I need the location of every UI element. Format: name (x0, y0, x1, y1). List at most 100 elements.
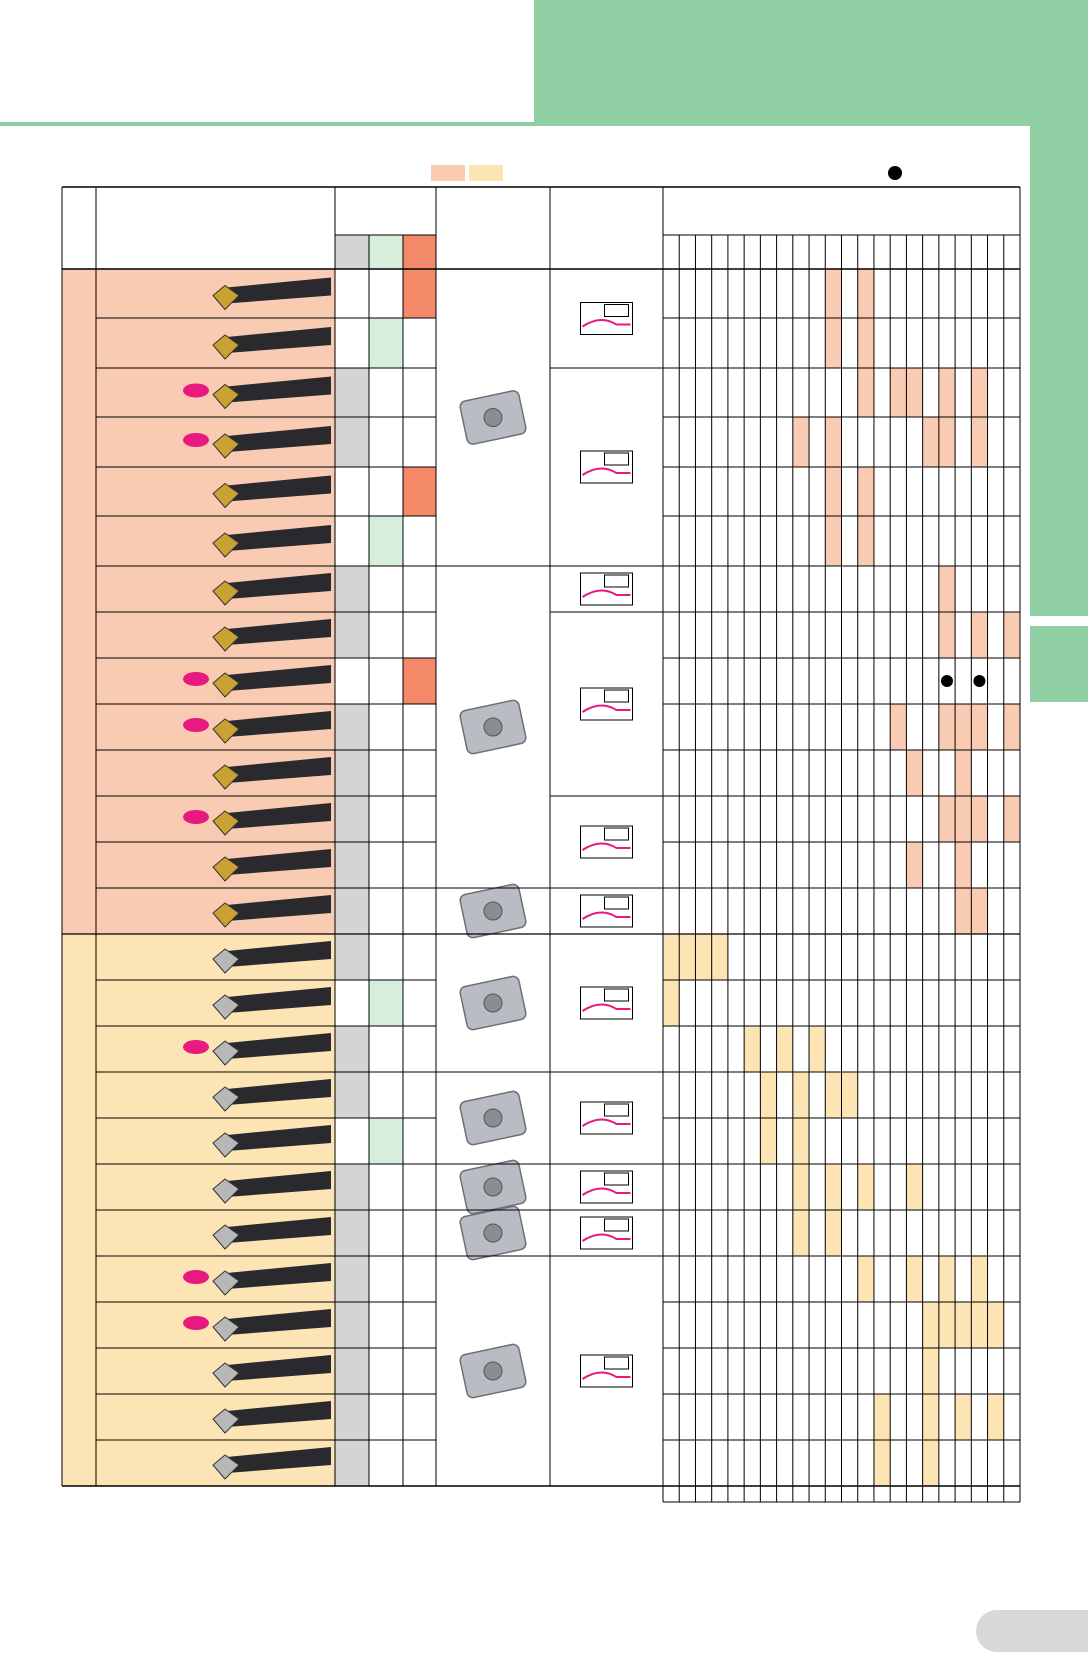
new-badge-icon (183, 1316, 209, 1330)
grade-cell (335, 612, 369, 658)
range-cell (825, 318, 842, 368)
boring-diagram-c (580, 572, 633, 606)
range-cell (971, 612, 988, 658)
toolholder-image (227, 803, 331, 829)
toolholder-image (227, 376, 331, 403)
chapter-side-tab[interactable] (1030, 626, 1088, 702)
range-cell (825, 1072, 842, 1118)
grade-cell (335, 1302, 369, 1348)
range-cell (971, 704, 988, 750)
grade-cell (335, 1440, 369, 1486)
grade-cell (369, 318, 403, 368)
insert-tip-image (212, 994, 240, 1020)
new-badge-icon (183, 383, 209, 398)
grade-cell (335, 368, 369, 417)
toolholder-image (227, 573, 331, 599)
bore-diagram-j-path (581, 1371, 631, 1380)
toolholder-image (227, 327, 331, 353)
toolholder-image (227, 1309, 331, 1335)
grade-cell (335, 1072, 369, 1118)
range-cell (906, 1256, 923, 1302)
dcmt-insert-image-hole (483, 717, 503, 737)
boring-diagram-f-tool (604, 896, 629, 910)
range-cell (938, 704, 956, 750)
grade-cell (369, 980, 403, 1026)
range-cell (792, 1210, 810, 1256)
insert-tip-image (212, 672, 240, 698)
profiling-diagram-b (580, 450, 633, 484)
insert-tip-image (212, 902, 240, 928)
grade-cell (335, 1164, 369, 1210)
range-cell (922, 1302, 939, 1348)
boring-diagram-c-tool (604, 574, 629, 588)
insert-tip-image (212, 383, 240, 410)
small-bore-diagram-tool (604, 988, 629, 1002)
grade-cell (335, 796, 369, 842)
section-side-tab[interactable] (1030, 126, 1088, 616)
range-cell (1003, 612, 1020, 658)
vcmt-insert-image-hole (483, 408, 503, 427)
grade-cell (335, 842, 369, 888)
range-cell (1003, 796, 1020, 842)
insert-tip-image (212, 532, 240, 558)
bore-diagram-j-tool (604, 1356, 629, 1370)
insert-tip-image (212, 1454, 240, 1480)
grade-cell (335, 566, 369, 612)
boring-diagram-d-path (581, 704, 631, 713)
range-cell (663, 980, 680, 1026)
range-cell (971, 368, 988, 417)
toolholder-image (227, 277, 331, 304)
range-cell (922, 1440, 939, 1486)
range-cell (873, 1440, 891, 1486)
range-cell (955, 888, 972, 934)
range-cell (955, 750, 972, 796)
wcmt-insert-image-hole (483, 993, 503, 1013)
range-cell (857, 318, 874, 368)
range-cell (938, 417, 956, 467)
grade-cell (335, 1256, 369, 1302)
range-cell (955, 1302, 972, 1348)
toolholder-image (227, 665, 331, 691)
boring-diagram-f-path (581, 911, 631, 920)
range-cell (906, 842, 923, 888)
range-cell (841, 1072, 858, 1118)
range-cell (695, 934, 712, 980)
new-badge-icon (183, 718, 209, 732)
toolholder-image (227, 1355, 331, 1381)
range-cell (938, 1302, 956, 1348)
insert-tip-image (212, 1178, 240, 1204)
insert-tip-image (212, 718, 240, 744)
toolholder-image (227, 1171, 331, 1197)
range-cell (857, 269, 874, 318)
insert-tip-image (212, 284, 240, 311)
header-band (534, 0, 1088, 124)
range-cell (873, 1394, 891, 1440)
page-number-tab (976, 1610, 1088, 1652)
range-cell (776, 1026, 793, 1072)
range-dot (973, 675, 986, 687)
profiling-diagram-a (580, 302, 633, 335)
range-cell (987, 1302, 1004, 1348)
insert-tip-image (212, 1040, 240, 1066)
ccmt-insert-image-hole (483, 1108, 503, 1128)
insert-tip-image (212, 334, 240, 360)
legend-swatch-pink (431, 165, 465, 181)
insert-tip-image (212, 1224, 240, 1250)
boring-diagram-d-tool (604, 689, 629, 703)
grade-cell (335, 750, 369, 796)
range-cell (955, 704, 972, 750)
header-rule (0, 122, 1088, 126)
grade-header-1 (369, 235, 403, 269)
range-cell (971, 417, 988, 467)
range-cell (938, 368, 956, 417)
range-cell (987, 1394, 1004, 1440)
toolholder-image (227, 426, 331, 452)
range-cell (955, 1394, 972, 1440)
range-cell (679, 934, 696, 980)
range-cell (711, 934, 728, 980)
range-cell (938, 796, 956, 842)
grade-cell (403, 269, 436, 318)
range-cell (971, 888, 988, 934)
insert-tip-image (212, 1408, 240, 1434)
range-cell (857, 1164, 874, 1210)
